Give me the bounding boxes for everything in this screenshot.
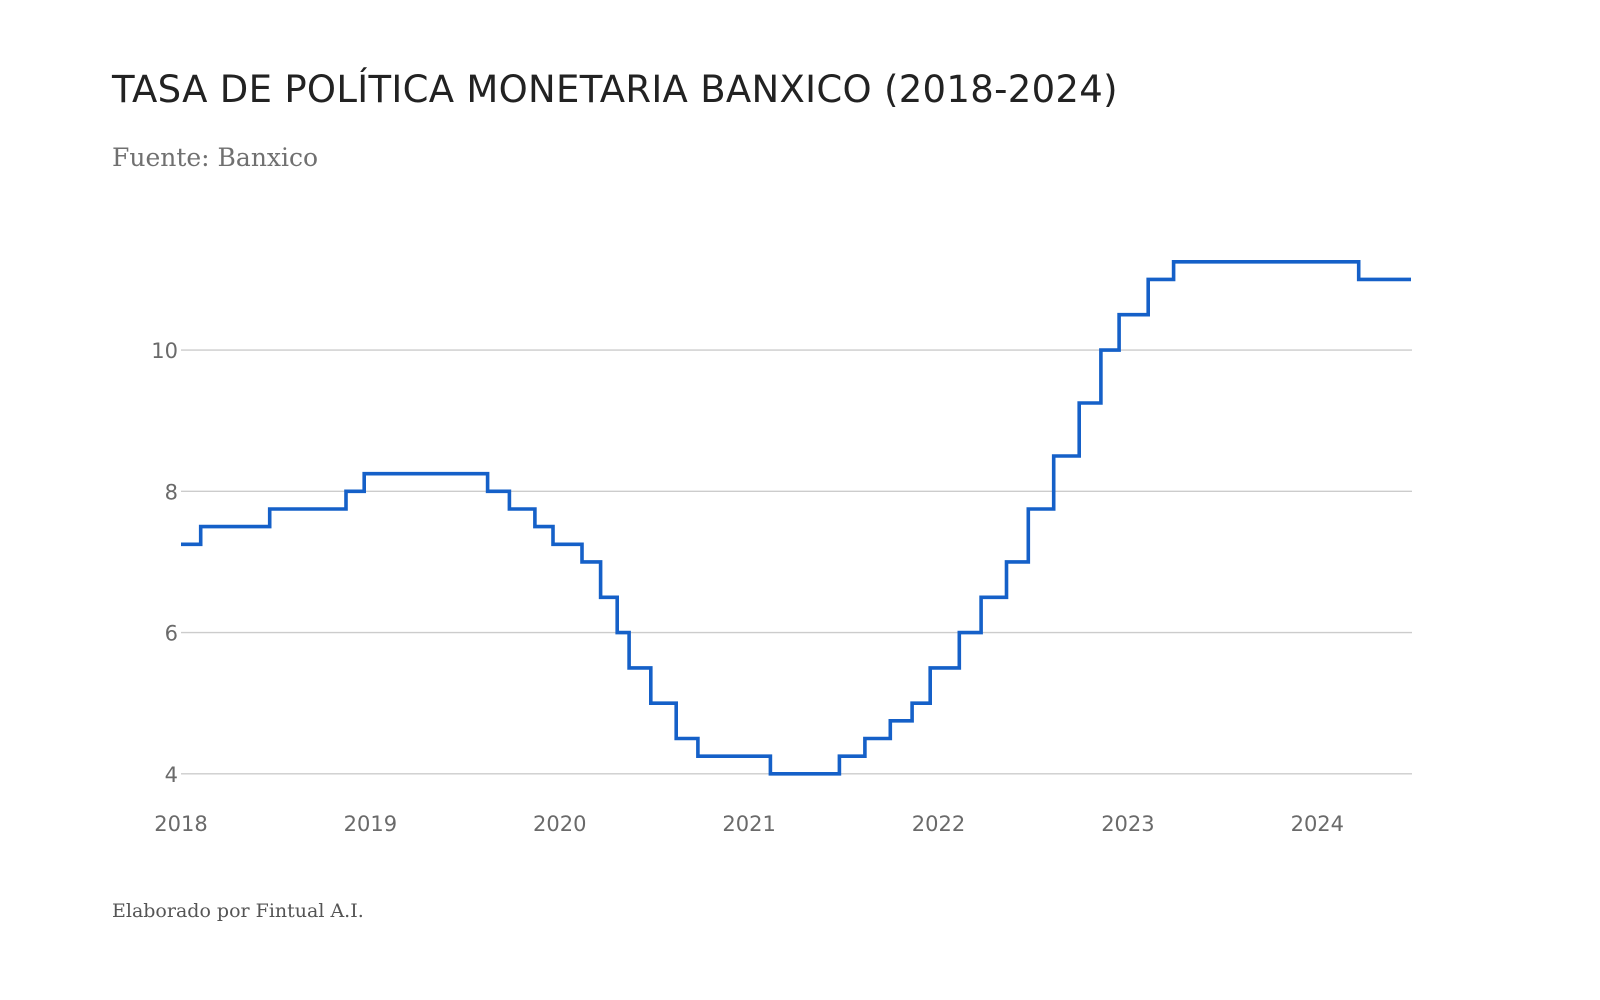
rate-step-line bbox=[181, 260, 1411, 776]
series-layer bbox=[181, 260, 1411, 776]
y-tick-label: 6 bbox=[165, 622, 178, 646]
x-tick-label: 2018 bbox=[154, 812, 207, 836]
y-tick-label: 4 bbox=[165, 763, 178, 787]
x-tick-label: 2020 bbox=[533, 812, 586, 836]
y-tick-label: 8 bbox=[165, 480, 178, 504]
x-tick-label: 2019 bbox=[344, 812, 397, 836]
x-tick-label: 2023 bbox=[1101, 812, 1154, 836]
grid-lines bbox=[181, 349, 1412, 775]
chart-footer: Elaborado por Fintual A.I. bbox=[112, 900, 364, 922]
x-axis-tick-labels: 2018 2019 2020 2021 2022 2023 2024 bbox=[154, 812, 1344, 836]
x-tick-label: 2021 bbox=[722, 812, 775, 836]
chart-title: TASA DE POLÍTICA MONETARIA BANXICO (2018… bbox=[112, 68, 1118, 111]
y-axis-tick-labels: 4 6 8 10 bbox=[151, 339, 178, 787]
y-tick-label: 10 bbox=[151, 339, 178, 363]
x-tick-label: 2022 bbox=[912, 812, 965, 836]
chart-subtitle: Fuente: Banxico bbox=[112, 143, 319, 172]
x-tick-label: 2024 bbox=[1291, 812, 1344, 836]
